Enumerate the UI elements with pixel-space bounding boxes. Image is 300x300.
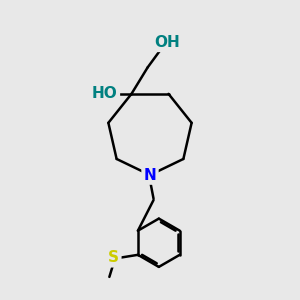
Text: N: N (144, 167, 156, 182)
Text: S: S (108, 250, 119, 265)
Text: HO: HO (92, 86, 118, 101)
Text: OH: OH (154, 35, 180, 50)
